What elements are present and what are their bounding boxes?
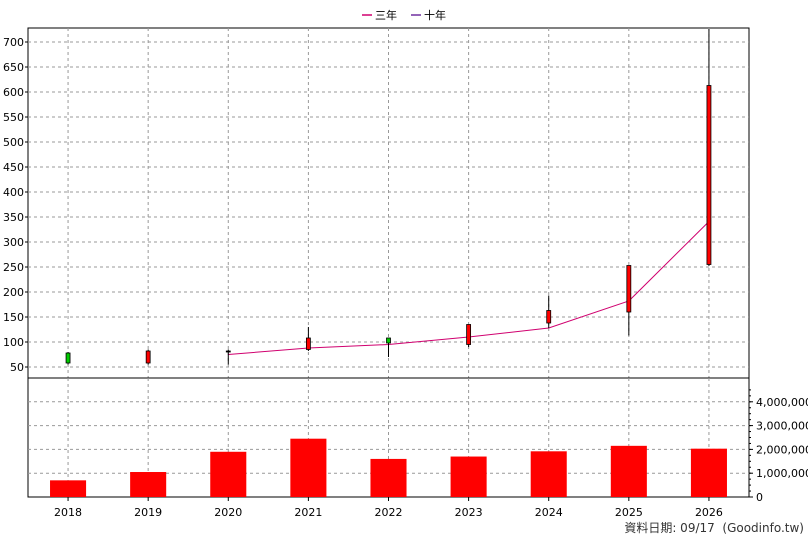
price-tick-label: 400 xyxy=(3,186,24,199)
price-tick-label: 250 xyxy=(3,261,24,274)
price-tick-label: 650 xyxy=(3,61,24,74)
x-tick-label: 2022 xyxy=(375,506,403,519)
price-tick-label: 50 xyxy=(10,361,24,374)
price-tick-label: 600 xyxy=(3,86,24,99)
price-tick-label: 200 xyxy=(3,286,24,299)
volume-panel: 0 1,000,000 2,000,000 3,000,000 4,000,000 xyxy=(27,377,808,504)
candle-body xyxy=(225,350,231,353)
volume-bar xyxy=(610,445,647,497)
legend-label: 十年 xyxy=(424,8,446,22)
volume-tick-label: 3,000,000 xyxy=(756,420,808,433)
data-date-footer: 資料日期: 09/17 (Goodinfo.tw) xyxy=(624,521,804,535)
candle-body xyxy=(466,324,472,345)
price-tick-label: 150 xyxy=(3,311,24,324)
legend: 三年 十年 xyxy=(362,8,446,22)
price-panel: 50 100 150 200 250 300 350 400 450 500 550 600 650 70… xyxy=(3,27,750,379)
x-tick-label: 2019 xyxy=(134,506,162,519)
x-tick-label: 2021 xyxy=(294,506,322,519)
price-tick-label: 700 xyxy=(3,36,24,49)
price-tick-label: 550 xyxy=(3,111,24,124)
candle-body xyxy=(706,85,712,265)
volume-bar xyxy=(210,451,247,497)
candle-body xyxy=(65,352,71,364)
volume-bar xyxy=(290,438,327,497)
candle-body xyxy=(626,265,632,313)
x-tick-label: 2018 xyxy=(54,506,82,519)
candle-body xyxy=(386,337,391,344)
x-tick-label: 2020 xyxy=(214,506,242,519)
volume-bar xyxy=(130,472,167,497)
price-tick-label: 300 xyxy=(3,236,24,249)
price-tick-label: 100 xyxy=(3,336,24,349)
volume-bar xyxy=(370,458,407,497)
price-tick-label: 350 xyxy=(3,211,24,224)
candle-body xyxy=(145,350,151,364)
volume-bar xyxy=(450,456,487,497)
volume-tick-label: 2,000,000 xyxy=(756,443,808,456)
volume-bar xyxy=(690,448,727,497)
candle-body xyxy=(546,310,552,324)
volume-tick-label: 0 xyxy=(756,491,763,504)
volume-tick-label: 1,000,000 xyxy=(756,467,808,480)
price-tick-label: 500 xyxy=(3,136,24,149)
x-tick-label: 2024 xyxy=(535,506,563,519)
x-tick-label: 2025 xyxy=(615,506,643,519)
x-tick-label: 2026 xyxy=(695,506,723,519)
volume-tick-label: 4,000,000 xyxy=(756,396,808,409)
price-tick-label: 450 xyxy=(3,161,24,174)
volume-bar xyxy=(50,480,87,497)
x-tick-label: 2023 xyxy=(455,506,483,519)
legend-label: 三年 xyxy=(375,8,397,22)
x-axis: 2018 2019 2020 2021 2022 2023 2024 2025 2026 xyxy=(54,497,723,519)
candle-body xyxy=(305,337,311,350)
volume-bar xyxy=(530,451,567,497)
